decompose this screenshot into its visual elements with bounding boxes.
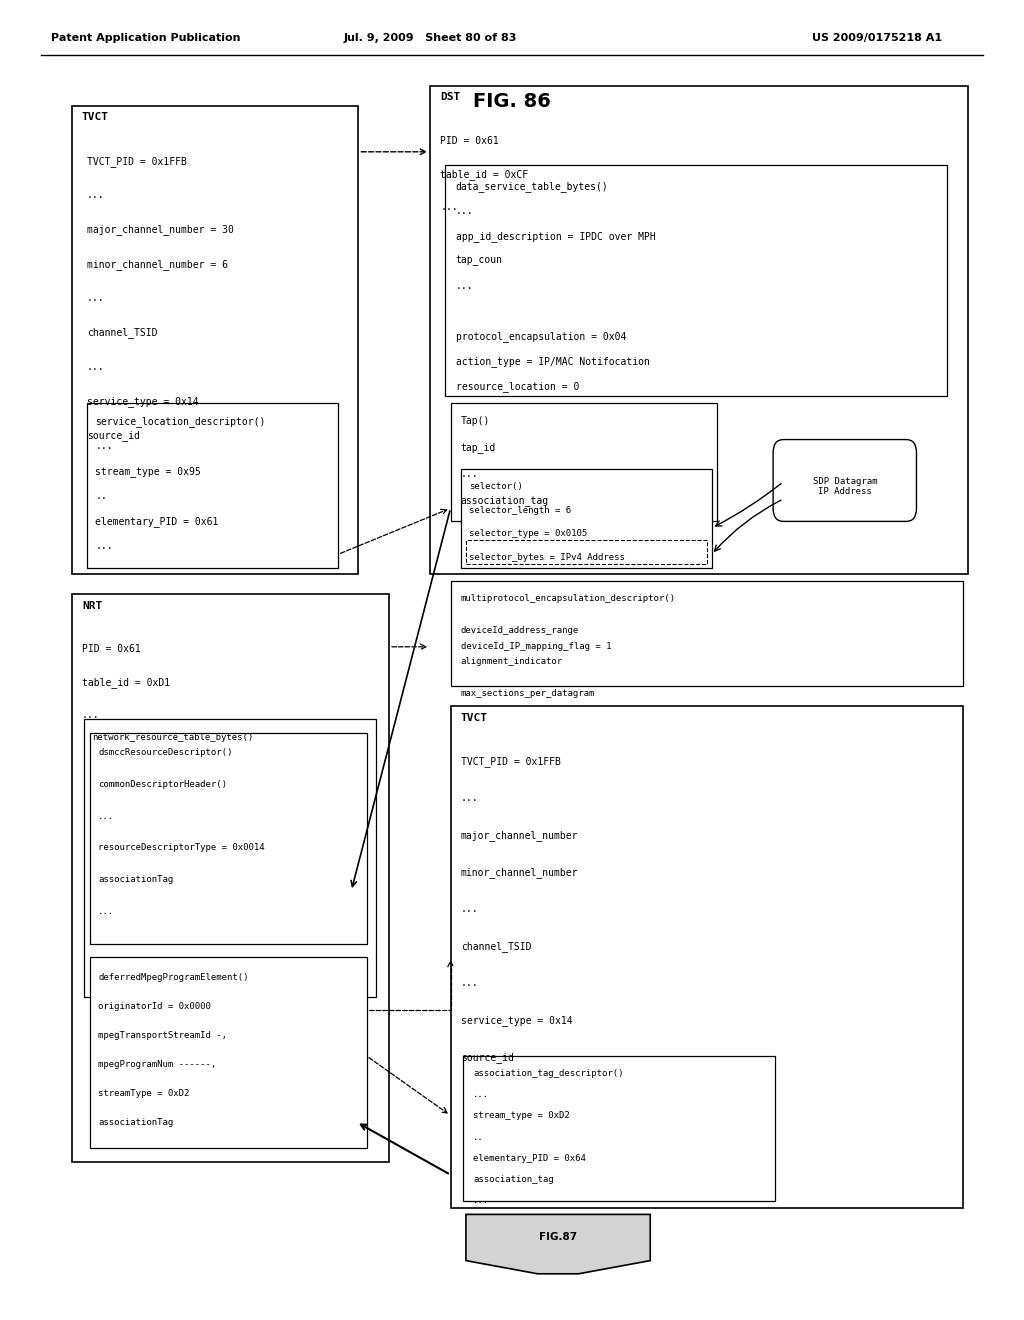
- Text: minor_channel_number = 6: minor_channel_number = 6: [87, 259, 228, 269]
- Text: table_id = 0xD1: table_id = 0xD1: [82, 677, 170, 688]
- Text: action_type = IP/MAC Notifocation: action_type = IP/MAC Notifocation: [456, 356, 649, 367]
- Text: ...: ...: [461, 978, 478, 989]
- Text: app_id_description = IPDC over MPH: app_id_description = IPDC over MPH: [456, 231, 655, 242]
- Text: ...: ...: [473, 1090, 489, 1100]
- Text: ...: ...: [95, 441, 113, 451]
- Text: SDP Datagram
IP Address: SDP Datagram IP Address: [813, 477, 877, 496]
- Text: resource_location = 0: resource_location = 0: [456, 381, 579, 392]
- Text: max_sections_per_datagram: max_sections_per_datagram: [461, 689, 595, 698]
- Text: deviceId_IP_mapping_flag = 1: deviceId_IP_mapping_flag = 1: [461, 642, 611, 651]
- Text: table_id = 0xCF: table_id = 0xCF: [440, 169, 528, 180]
- Text: mpegTransportStreamId -,: mpegTransportStreamId -,: [98, 1031, 227, 1040]
- Bar: [451, 706, 963, 1208]
- Text: ...: ...: [461, 904, 478, 915]
- Text: minor_channel_number: minor_channel_number: [461, 867, 579, 878]
- Text: selector_length = 6: selector_length = 6: [469, 506, 571, 515]
- Text: TVCT: TVCT: [461, 713, 487, 723]
- Text: service_location_descriptor(): service_location_descriptor(): [95, 416, 265, 426]
- Text: ...: ...: [456, 206, 473, 216]
- Text: associationTag: associationTag: [98, 1118, 173, 1127]
- Bar: [445, 165, 947, 396]
- Text: TVCT_PID = 0x1FFB: TVCT_PID = 0x1FFB: [461, 756, 561, 767]
- Text: tap_coun: tap_coun: [456, 256, 503, 267]
- Text: US 2009/0175218 A1: US 2009/0175218 A1: [812, 33, 942, 44]
- Text: association_tag_descriptor(): association_tag_descriptor(): [473, 1069, 624, 1078]
- Text: elementary_PID = 0x61: elementary_PID = 0x61: [95, 516, 218, 527]
- Text: ...: ...: [95, 541, 113, 552]
- Bar: [463, 1056, 775, 1201]
- Text: source_id: source_id: [87, 430, 140, 441]
- Text: source_id: source_id: [461, 1052, 514, 1063]
- Text: service_type = 0x14: service_type = 0x14: [87, 396, 199, 407]
- Text: data_service_table_bytes(): data_service_table_bytes(): [456, 181, 608, 191]
- Text: multiprotocol_encapsulation_descriptor(): multiprotocol_encapsulation_descriptor(): [461, 594, 676, 603]
- Bar: [87, 403, 338, 568]
- Text: ...: ...: [87, 362, 104, 372]
- Text: tap_id: tap_id: [461, 442, 496, 453]
- Text: Jul. 9, 2009   Sheet 80 of 83: Jul. 9, 2009 Sheet 80 of 83: [343, 33, 517, 44]
- FancyBboxPatch shape: [773, 440, 916, 521]
- Text: ..: ..: [95, 491, 106, 502]
- Text: ..: ..: [473, 1133, 483, 1142]
- Text: elementary_PID = 0x64: elementary_PID = 0x64: [473, 1154, 586, 1163]
- Text: ...: ...: [473, 1196, 489, 1205]
- Text: DST: DST: [440, 92, 461, 103]
- Text: ...: ...: [461, 793, 478, 804]
- Text: PID = 0x61: PID = 0x61: [440, 136, 499, 147]
- Text: channel_TSID: channel_TSID: [461, 941, 531, 952]
- Text: PID = 0x61: PID = 0x61: [82, 644, 140, 655]
- Text: ...: ...: [82, 710, 99, 721]
- Text: ...: ...: [440, 202, 458, 213]
- Text: ...: ...: [98, 812, 115, 821]
- Text: stream_type = 0x95: stream_type = 0x95: [95, 466, 201, 477]
- Text: major_channel_number: major_channel_number: [461, 830, 579, 841]
- Text: TVCT: TVCT: [82, 112, 109, 123]
- Text: dsmccResourceDescriptor(): dsmccResourceDescriptor(): [98, 748, 232, 758]
- Bar: [461, 469, 712, 568]
- Text: resourceDescriptorType = 0x0014: resourceDescriptorType = 0x0014: [98, 843, 265, 853]
- Polygon shape: [466, 1214, 650, 1274]
- Text: channel_TSID: channel_TSID: [87, 327, 158, 338]
- Text: ...: ...: [456, 281, 473, 292]
- Text: TVCT_PID = 0x1FFB: TVCT_PID = 0x1FFB: [87, 156, 187, 166]
- Text: ...: ...: [98, 907, 115, 916]
- Text: associationTag: associationTag: [98, 875, 173, 884]
- Bar: [90, 733, 367, 944]
- Text: stream_type = 0xD2: stream_type = 0xD2: [473, 1111, 569, 1121]
- Text: ...: ...: [87, 293, 104, 304]
- Text: association_tag: association_tag: [473, 1175, 554, 1184]
- Text: ...: ...: [461, 469, 478, 479]
- Text: Patent Application Publication: Patent Application Publication: [51, 33, 241, 44]
- Text: streamType = 0xD2: streamType = 0xD2: [98, 1089, 189, 1098]
- Text: ...: ...: [87, 190, 104, 201]
- Bar: [430, 86, 968, 574]
- Text: deferredMpegProgramElement(): deferredMpegProgramElement(): [98, 973, 249, 982]
- Text: FIG.87: FIG.87: [539, 1233, 578, 1242]
- Bar: [90, 957, 367, 1148]
- Bar: [72, 106, 358, 574]
- Text: service_type = 0x14: service_type = 0x14: [461, 1015, 572, 1026]
- Bar: [72, 594, 389, 1162]
- Text: NRT: NRT: [82, 601, 102, 611]
- Text: selector_bytes = IPv4 Address: selector_bytes = IPv4 Address: [469, 553, 625, 562]
- Text: originatorId = 0x0000: originatorId = 0x0000: [98, 1002, 211, 1011]
- Text: alignment_indicator: alignment_indicator: [461, 657, 563, 667]
- Bar: [451, 581, 963, 686]
- Bar: [466, 540, 707, 564]
- Text: commonDescriptorHeader(): commonDescriptorHeader(): [98, 780, 227, 789]
- Text: major_channel_number = 30: major_channel_number = 30: [87, 224, 233, 235]
- Text: selector_type = 0x0105: selector_type = 0x0105: [469, 529, 587, 539]
- Bar: [84, 719, 376, 997]
- Text: selector(): selector(): [469, 482, 522, 491]
- Text: mpegProgramNum ------,: mpegProgramNum ------,: [98, 1060, 216, 1069]
- Text: network_resource_table_bytes(): network_resource_table_bytes(): [92, 733, 253, 742]
- Bar: [451, 403, 717, 521]
- Text: Tap(): Tap(): [461, 416, 490, 426]
- Text: association_tag: association_tag: [461, 495, 549, 506]
- Text: deviceId_address_range: deviceId_address_range: [461, 626, 579, 635]
- Text: FIG. 86: FIG. 86: [473, 92, 551, 111]
- Text: protocol_encapsulation = 0x04: protocol_encapsulation = 0x04: [456, 331, 626, 342]
